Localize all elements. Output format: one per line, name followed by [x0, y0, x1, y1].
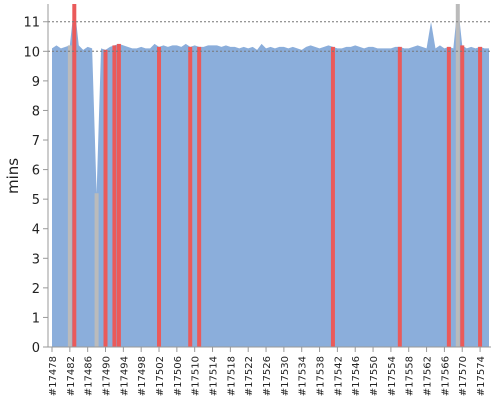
failed-build-bar [103, 49, 108, 347]
failed-build-bar [157, 46, 162, 348]
x-tick-label: #17510 [191, 356, 202, 396]
y-tick-label: 10 [23, 45, 40, 60]
x-tick-label: #17546 [351, 356, 362, 396]
x-tick-label: #17534 [298, 356, 309, 396]
failed-build-bar [112, 45, 117, 348]
failed-build-bar [460, 45, 465, 348]
x-tick-label: #17542 [333, 356, 344, 396]
duration-area [52, 4, 489, 347]
x-tick-label: #17506 [173, 356, 184, 396]
x-tick-label: #17550 [369, 356, 380, 396]
failed-build-bar [188, 46, 193, 348]
x-tick-label: #17574 [476, 356, 487, 396]
x-tick-label: #17526 [262, 356, 273, 396]
x-tick-label: #17514 [209, 356, 220, 396]
y-tick-label: 5 [32, 193, 40, 208]
x-tick-label: #17518 [226, 356, 237, 396]
x-tick-label: #17566 [440, 356, 451, 396]
x-tick-label: #17478 [48, 356, 59, 396]
y-axis-label: mins [4, 158, 22, 194]
failed-build-bar [330, 46, 335, 348]
aborted-build-bar [455, 4, 460, 347]
gridlines [48, 21, 491, 52]
y-tick-labels: 0 1 2 3 4 5 6 7 8 9 10 11 [23, 16, 48, 356]
x-tick-label: #17530 [280, 356, 291, 396]
x-tick-label: #17482 [66, 356, 77, 396]
y-tick-label: 0 [32, 341, 40, 356]
y-tick-label: 4 [32, 223, 40, 238]
failed-build-bar [72, 4, 77, 347]
aborted-build-bar [67, 45, 72, 348]
x-tick-label: #17538 [316, 356, 327, 396]
x-tick-label: #17498 [137, 356, 148, 396]
failed-build-bar [116, 43, 121, 348]
x-tick-label: #17558 [405, 356, 416, 396]
failed-build-bar [197, 46, 202, 348]
x-tick-label: #17494 [119, 356, 130, 396]
y-tick-label: 8 [32, 104, 40, 119]
y-tick-label: 6 [32, 164, 40, 179]
y-tick-label: 1 [32, 311, 40, 326]
duration-area-layer [52, 4, 489, 347]
x-tick-label: #17486 [84, 356, 95, 396]
x-tick-label: #17522 [244, 356, 255, 396]
x-tick-label: #17502 [155, 356, 166, 396]
status-bars-layer [67, 4, 483, 348]
x-tick-labels: #17478 #17482 #17486 #17490 #17494 #17498 #175… [48, 347, 487, 396]
y-tick-label: 3 [32, 252, 40, 267]
y-tick-label: 2 [32, 282, 40, 297]
failed-build-bar [397, 46, 402, 348]
y-tick-label: 7 [32, 134, 40, 149]
axes [47, 4, 491, 348]
x-tick-label: #17570 [458, 356, 469, 396]
failed-build-bar [446, 46, 451, 348]
x-tick-label: #17554 [387, 356, 398, 396]
y-tick-label: 9 [32, 75, 40, 90]
x-tick-label: #17490 [102, 356, 113, 396]
y-tick-label: 11 [23, 16, 40, 31]
failed-build-bar [478, 46, 483, 348]
aborted-build-bar [94, 193, 99, 347]
x-tick-label: #17562 [423, 356, 434, 396]
